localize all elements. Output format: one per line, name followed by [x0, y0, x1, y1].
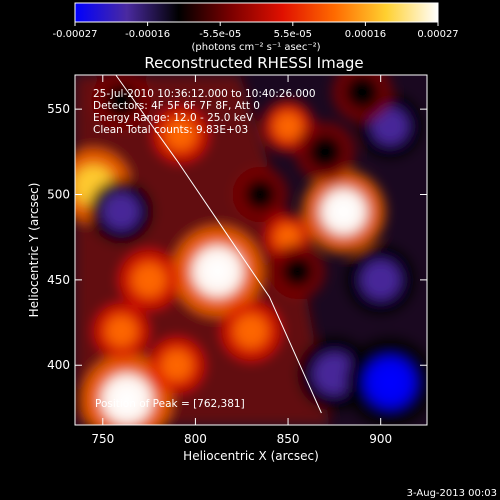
solar-limb — [115, 75, 322, 414]
heatmap-blob — [233, 313, 269, 349]
y-axis-label: Heliocentric Y (arcsec) — [27, 183, 41, 318]
heatmap-blob-core — [115, 388, 139, 411]
colorbar: -0.00027 -0.00016 -5.5e-05 5.5e-05 0.00016 0.… — [53, 2, 459, 53]
x-tick-label: 900 — [369, 432, 392, 446]
x-tick-label: 850 — [277, 432, 300, 446]
heatmap-blob — [102, 193, 140, 231]
colorbar-tick-label: 0.00027 — [417, 29, 458, 40]
heatmap-blob — [345, 75, 380, 110]
heatmap-blob — [313, 352, 356, 395]
heatmap-blob — [244, 178, 277, 211]
heatmap-blob — [273, 111, 303, 141]
x-tick-label: 750 — [91, 432, 114, 446]
plot-frame — [74, 74, 428, 426]
heatmap-blob-core — [378, 371, 402, 394]
x-axis-label: Heliocentric X (arcsec) — [183, 449, 319, 463]
solar-limb-line — [115, 75, 322, 414]
heatmap-blob — [281, 255, 314, 288]
peak-position-label: Position of Peak = [762,381] — [95, 398, 245, 410]
colorbar-tick-label: 5.5e-05 — [274, 29, 312, 40]
heatmap-blob — [104, 83, 139, 118]
plot-area: 25-Jul-2010 10:36:12.000 to 10:40:26.000… — [47, 74, 428, 446]
heatmap-blob — [164, 118, 197, 151]
y-axis-ticks: 400 450 500 550 — [47, 102, 427, 372]
annotation-line: Clean Total counts: 9.83E+03 — [93, 124, 248, 136]
x-tick-label: 800 — [184, 432, 207, 446]
annotation-line: 25-Jul-2010 10:36:12.000 to 10:40:26.000 — [93, 88, 316, 100]
heatmap-blob — [360, 260, 401, 300]
heatmap-blob — [131, 262, 167, 298]
y-tick-label: 400 — [47, 358, 70, 372]
heatmap-blob — [105, 315, 138, 347]
x-axis-ticks: 750 800 850 900 — [91, 75, 392, 446]
heatmap-blob — [307, 134, 343, 169]
date-stamp: 3-Aug-2013 00:03 — [407, 488, 497, 499]
colorbar-unit-label: (photons cm⁻² s⁻¹ asec⁻²) — [191, 42, 320, 53]
annotation-line: Detectors: 4F 5F 6F 7F 8F, Att 0 — [93, 100, 260, 112]
heatmap-blob-core — [206, 260, 229, 283]
heatmap-blob — [371, 107, 409, 145]
colorbar-ticks: -0.00027 -0.00016 -5.5e-05 5.5e-05 0.00016 0.… — [53, 22, 459, 40]
y-tick-label: 500 — [47, 188, 70, 202]
colorbar-tick-label: -5.5e-05 — [199, 29, 241, 40]
colorbar-tick-label: -0.00016 — [125, 29, 170, 40]
colorbar-strip — [74, 2, 439, 23]
colorbar-tick-label: -0.00027 — [53, 29, 98, 40]
heatmap-blob-core — [333, 201, 354, 222]
heatmap-blob — [161, 349, 193, 382]
y-tick-label: 450 — [47, 273, 70, 287]
y-tick-label: 550 — [47, 102, 70, 116]
colorbar-tick-label: 0.00016 — [345, 29, 386, 40]
chart-title: Reconstructed RHESSI Image — [144, 54, 363, 72]
annotation-line: Energy Range: 12.0 - 25.0 keV — [93, 112, 254, 124]
heatmap-layer — [75, 75, 427, 425]
annotations: 25-Jul-2010 10:36:12.000 to 10:40:26.000… — [93, 88, 316, 136]
